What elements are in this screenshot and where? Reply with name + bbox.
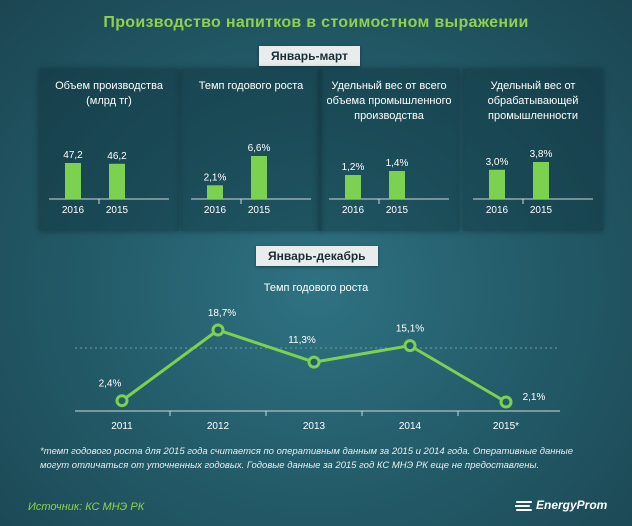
point-value-label: 18,7%: [208, 308, 236, 319]
bar-2016: [345, 175, 361, 199]
panel-title-growth: Темп годового роста: [198, 80, 304, 92]
bar-2016: [207, 185, 223, 199]
bar-chart-industry-share: 1,2% 2016 1,4% 2015: [329, 158, 449, 216]
point-value-label: 2,4%: [99, 379, 122, 390]
bar-chart-growth: 2,1% 2016 6,6% 2015: [191, 143, 311, 216]
bar-chart-manufacturing-share: 3,0% 2016 3,8% 2015: [473, 149, 593, 216]
bar-panel-industry-share: Удельный вес от всего объема промышленно…: [319, 69, 459, 231]
bar-year-label: 2016: [62, 205, 85, 216]
bar-chart-volume: 47,2 2016 46,2 2015: [49, 150, 169, 216]
point-value-label: 11,3%: [288, 335, 316, 346]
panel-title-industry-share: Удельный вес от всего объема промышленно…: [326, 80, 452, 122]
bar-value-label: 1,2%: [342, 162, 365, 173]
section-label-q1: Январь-март: [259, 46, 360, 66]
bar-year-label: 2015: [386, 205, 409, 216]
bar-value-label: 47,2: [63, 150, 83, 161]
bar-year-label: 2015: [530, 205, 553, 216]
x-tick-label: 2013: [303, 421, 326, 432]
x-tick-label: 2015*: [493, 421, 519, 432]
source-text: Источник: КС МНЭ РК: [28, 501, 145, 513]
bar-panel-volume: Объем производства (млрд тг) 47,2 2016 46,…: [39, 69, 179, 231]
bar-value-label: 2,1%: [204, 172, 227, 183]
bar-value-label: 3,8%: [530, 149, 553, 160]
bar-2015: [533, 162, 549, 199]
bar-year-label: 2015: [248, 205, 271, 216]
x-tick-label: 2012: [207, 421, 230, 432]
point-value-label: 2,1%: [523, 392, 546, 403]
bar-value-label: 46,2: [107, 151, 127, 162]
logo-icon: [515, 500, 532, 511]
line-chart-title: Темп годового роста: [264, 282, 369, 294]
bar-2015: [109, 163, 125, 199]
point-2014: [403, 339, 417, 353]
section-label-year: Январь-декабрь: [256, 246, 378, 266]
bar-year-label: 2016: [204, 205, 227, 216]
x-tick-label: 2014: [399, 421, 422, 432]
page-title: Производство напитков в стоимостном выра…: [103, 14, 529, 31]
bar-year-label: 2016: [486, 205, 509, 216]
bar-panel-manufacturing-share: Удельный вес от обрабатывающей промышлен…: [463, 69, 603, 231]
bar-panel-growth: Темп годового роста 2,1% 2016 6,6% 2015: [181, 69, 321, 231]
bar-value-label: 6,6%: [248, 143, 271, 154]
bar-2016: [489, 169, 505, 199]
x-tick-label: 2011: [111, 421, 133, 432]
point-value-label: 15,1%: [396, 324, 424, 335]
bar-2015: [389, 171, 405, 199]
point-2011: [115, 394, 129, 408]
bar-year-label: 2015: [106, 205, 129, 216]
logo-text: EnergyProm: [536, 498, 608, 512]
bar-year-label: 2016: [342, 205, 365, 216]
point-2013: [307, 355, 321, 369]
point-2012: [211, 323, 225, 337]
point-2015*: [499, 395, 513, 409]
footnote: *темп годового роста для 2015 года счита…: [40, 446, 574, 471]
bar-2016: [65, 163, 81, 199]
bar-value-label: 3,0%: [486, 157, 509, 168]
bar-value-label: 1,4%: [386, 158, 409, 169]
brand-logo: EnergyProm: [515, 498, 607, 512]
bar-2015: [251, 156, 267, 199]
panel-title-manufacturing-share: Удельный вес от обрабатывающей промышлен…: [487, 80, 579, 122]
panel-title-volume: Объем производства (млрд тг): [55, 80, 163, 107]
